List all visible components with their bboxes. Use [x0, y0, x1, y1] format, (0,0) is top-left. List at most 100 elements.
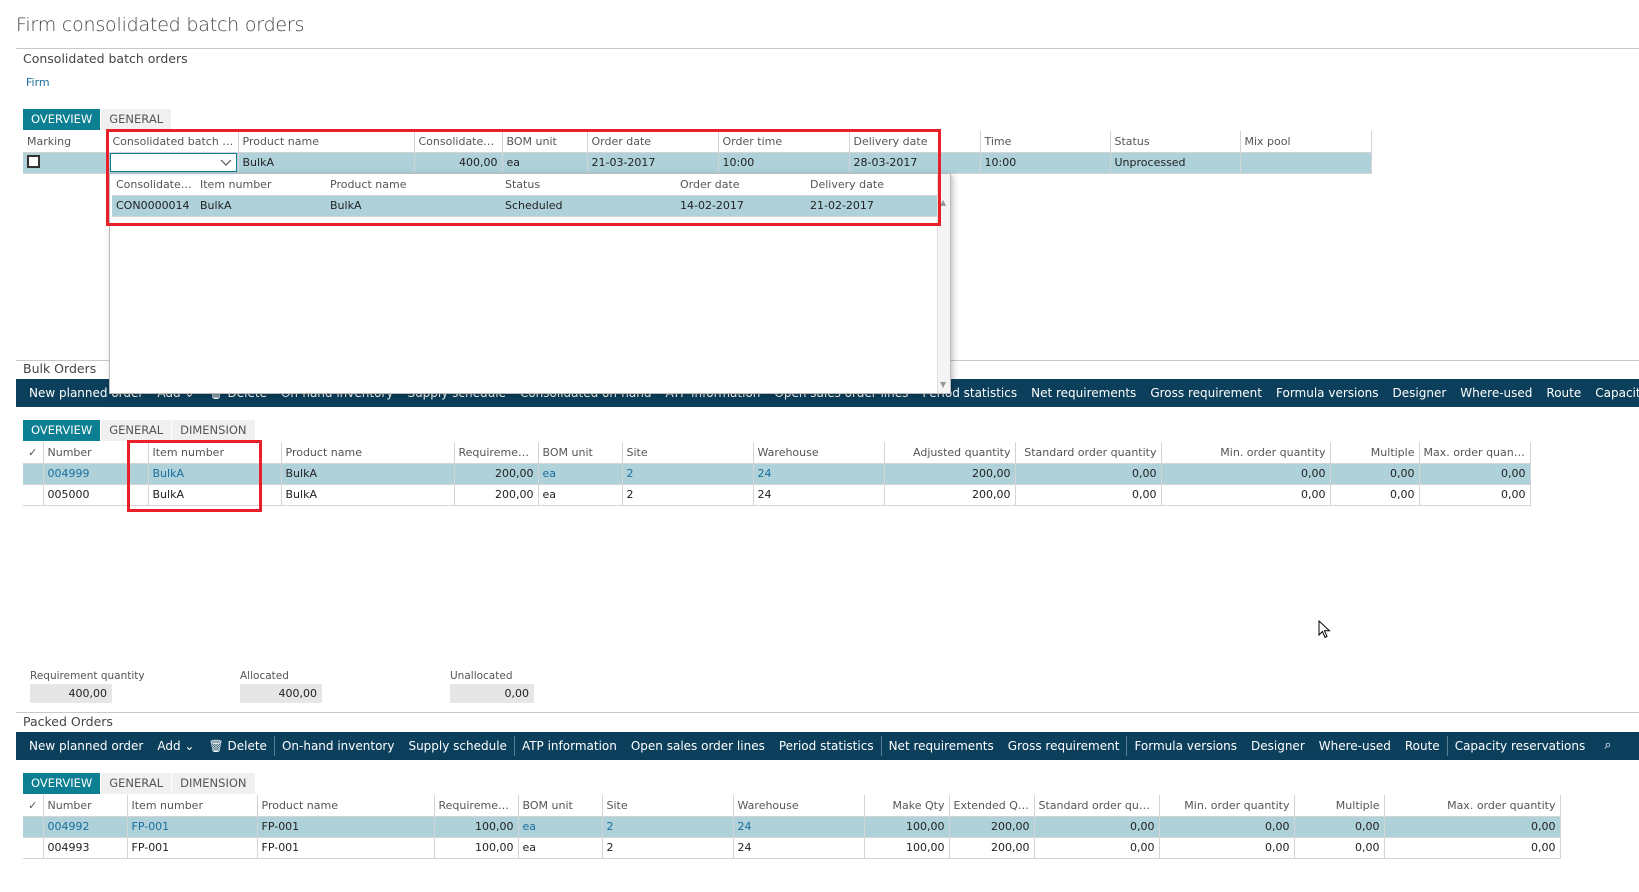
col-consolidated-qty[interactable]: Consolidated ...	[414, 131, 503, 153]
number-cell[interactable]: 005000	[43, 484, 149, 506]
col-min-order-quantity[interactable]: Min. order quantity	[1159, 795, 1295, 817]
select-all-checkmark-icon[interactable]: ✓	[23, 442, 44, 464]
col-item-number[interactable]: Item number	[148, 442, 282, 464]
number-cell[interactable]: 004993	[43, 837, 128, 859]
col-standard-order-quantity[interactable]: Standard order quantity	[1015, 442, 1162, 464]
packed-open-sales-order-lines-button[interactable]: Open sales order lines	[630, 739, 765, 753]
bulk-formula-versions-button[interactable]: Formula versions	[1276, 386, 1379, 400]
search-icon[interactable]	[1592, 739, 1622, 753]
tab-general[interactable]: GENERAL	[101, 109, 172, 130]
packed-net-requirements-button[interactable]: Net requirements	[888, 739, 994, 753]
col-number[interactable]: Number	[43, 795, 128, 817]
col-time[interactable]: Time	[980, 131, 1111, 153]
col-max-order-quantity[interactable]: Max. order quantity	[1419, 442, 1531, 464]
packed-delete-button[interactable]: 🗑 Delete	[208, 739, 267, 753]
packed-tab-general[interactable]: GENERAL	[101, 773, 172, 794]
col-site[interactable]: Site	[622, 442, 754, 464]
col-consolidated-batch-order[interactable]: Consolidated batch ord...	[108, 131, 239, 153]
col-mix-pool[interactable]: Mix pool	[1240, 131, 1372, 153]
bulk-route-button[interactable]: Route	[1546, 386, 1582, 400]
col-order-time[interactable]: Order time	[718, 131, 850, 153]
table-row[interactable]: 004992 FP-001 FP-001 100,00 ea 2 24 100,…	[23, 816, 1561, 838]
packed-atp-information-button[interactable]: ATP information	[521, 739, 617, 753]
marking-checkbox[interactable]	[27, 154, 40, 168]
packed-new-planned-order-button[interactable]: New planned order	[29, 739, 144, 753]
select-all-checkmark-icon[interactable]: ✓	[23, 795, 44, 817]
bulk-tab-overview[interactable]: OVERVIEW	[23, 420, 101, 441]
bulk-tab-general[interactable]: GENERAL	[101, 420, 172, 441]
row-selector[interactable]	[23, 837, 44, 859]
col-order-date[interactable]: Order date	[587, 131, 719, 153]
col-warehouse[interactable]: Warehouse	[753, 442, 885, 464]
firm-button[interactable]: Firm	[26, 76, 50, 89]
col-site[interactable]: Site	[602, 795, 734, 817]
col-status[interactable]: Status	[1110, 131, 1241, 153]
col-delivery-date[interactable]: Delivery date	[806, 174, 937, 196]
packed-period-statistics-button[interactable]: Period statistics	[778, 739, 874, 753]
col-consolidated[interactable]: Consolidated ...	[112, 174, 196, 196]
col-delivery-date[interactable]: Delivery date	[849, 131, 981, 153]
col-requirement[interactable]: Requirement ...	[454, 442, 539, 464]
col-bom-unit[interactable]: BOM unit	[518, 795, 603, 817]
col-order-date[interactable]: Order date	[676, 174, 806, 196]
bulk-where-used-button[interactable]: Where-used	[1460, 386, 1533, 400]
col-extended-qty[interactable]: Extended Qty.	[949, 795, 1035, 817]
scroll-down-icon[interactable]: ▼	[940, 380, 947, 389]
col-min-order-quantity[interactable]: Min. order quantity	[1161, 442, 1331, 464]
col-bom-unit[interactable]: BOM unit	[538, 442, 623, 464]
bulk-tab-dimension[interactable]: DIMENSION	[172, 420, 255, 441]
table-row[interactable]: 005000 BulkA BulkA 200,00 ea 2 24 200,00…	[23, 484, 1531, 506]
bulk-gross-requirement-button[interactable]: Gross requirement	[1150, 386, 1262, 400]
row-selector[interactable]	[23, 463, 44, 485]
col-multiple[interactable]: Multiple	[1294, 795, 1385, 817]
packed-route-button[interactable]: Route	[1404, 739, 1440, 753]
col-make-qty[interactable]: Make Qty	[864, 795, 950, 817]
packed-designer-button[interactable]: Designer	[1251, 739, 1305, 753]
packed-where-used-button[interactable]: Where-used	[1318, 739, 1391, 753]
col-item-number[interactable]: Item number	[196, 174, 326, 196]
col-bom-unit[interactable]: BOM unit	[502, 131, 588, 153]
item-number-cell[interactable]: BulkA	[148, 484, 282, 506]
row-selector[interactable]	[23, 484, 44, 506]
table-row[interactable]: 004999 BulkA BulkA 200,00 ea 2 24 200,00…	[23, 463, 1531, 485]
chevron-down-icon[interactable]	[220, 159, 232, 167]
packed-tab-dimension[interactable]: DIMENSION	[172, 773, 255, 794]
col-requirement[interactable]: Requirement ...	[434, 795, 519, 817]
col-adjusted-quantity[interactable]: Adjusted quantity	[884, 442, 1016, 464]
col-standard-order-quantity[interactable]: Standard order quantity	[1034, 795, 1160, 817]
col-product-name[interactable]: Product name	[281, 442, 455, 464]
bulk-capacity-reservations-button[interactable]: Capacity reservations	[1595, 386, 1639, 400]
bulk-net-requirements-button[interactable]: Net requirements	[1031, 386, 1137, 400]
number-cell[interactable]: 004999	[43, 463, 149, 485]
consolidated-batch-order-lookup[interactable]	[109, 153, 237, 172]
item-number-cell[interactable]: FP-001	[127, 816, 258, 838]
tab-overview[interactable]: OVERVIEW	[23, 109, 101, 130]
scroll-up-icon[interactable]: ▲	[940, 198, 947, 207]
lookup-scrollbar[interactable]: ▲ ▼	[937, 174, 950, 393]
col-marking[interactable]: Marking	[23, 131, 109, 153]
bulk-designer-button[interactable]: Designer	[1392, 386, 1447, 400]
item-number-cell[interactable]: BulkA	[148, 463, 282, 485]
col-warehouse[interactable]: Warehouse	[733, 795, 865, 817]
col-max-order-quantity[interactable]: Max. order quantity	[1384, 795, 1561, 817]
item-number-cell[interactable]: FP-001	[127, 837, 258, 859]
packed-gross-requirement-button[interactable]: Gross requirement	[1007, 739, 1120, 753]
packed-formula-versions-button[interactable]: Formula versions	[1134, 739, 1237, 753]
col-number[interactable]: Number	[43, 442, 149, 464]
packed-capacity-reservations-button[interactable]: Capacity reservations	[1454, 739, 1586, 753]
col-product-name[interactable]: Product name	[326, 174, 501, 196]
table-row[interactable]: BulkA 400,00 ea 21-03-2017 10:00 28-03-2…	[23, 152, 1372, 174]
packed-supply-schedule-button[interactable]: Supply schedule	[408, 739, 507, 753]
col-item-number[interactable]: Item number	[127, 795, 258, 817]
lookup-row[interactable]: CON0000014 BulkA BulkA Scheduled 14-02-2…	[112, 195, 937, 217]
col-multiple[interactable]: Multiple	[1330, 442, 1420, 464]
row-selector[interactable]	[23, 816, 44, 838]
col-product-name[interactable]: Product name	[257, 795, 435, 817]
packed-add-button[interactable]: Add ⌄	[157, 739, 195, 753]
number-cell[interactable]: 004992	[43, 816, 128, 838]
table-row[interactable]: 004993 FP-001 FP-001 100,00 ea 2 24 100,…	[23, 837, 1561, 859]
col-product-name[interactable]: Product name	[238, 131, 415, 153]
col-status[interactable]: Status	[501, 174, 676, 196]
packed-on-hand-inventory-button[interactable]: On-hand inventory	[281, 739, 395, 753]
packed-tab-overview[interactable]: OVERVIEW	[23, 773, 101, 794]
